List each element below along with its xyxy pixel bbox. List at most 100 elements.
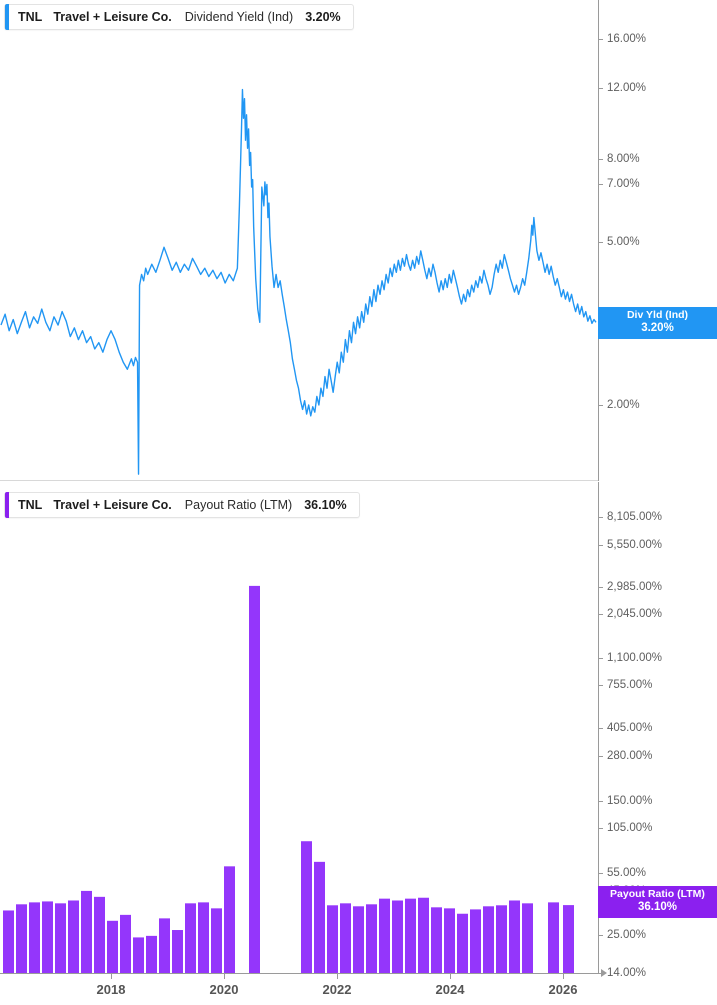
x-axis-label: 2018 [96, 982, 126, 997]
bar [509, 900, 520, 973]
bar [431, 907, 442, 973]
legend-color-swatch [5, 492, 9, 518]
bar [457, 913, 468, 973]
bar [405, 898, 416, 973]
bar [444, 908, 455, 973]
axis-tick-label: 25.00% [607, 929, 647, 941]
bar [146, 935, 157, 973]
bar [198, 902, 209, 973]
axis-tick-label: 16.00% [607, 33, 647, 45]
dividend-yield-panel [0, 0, 717, 481]
axis-tick [598, 828, 603, 829]
axis-tick-label: 12.00% [607, 82, 647, 94]
bar [81, 890, 92, 973]
axis-tick [598, 801, 603, 802]
bar [107, 920, 118, 973]
bar [301, 841, 312, 973]
axis-tick-label: 105.00% [607, 822, 653, 834]
x-axis-label: 2020 [209, 982, 239, 997]
axis-tick-label: 1,100.00% [607, 652, 662, 664]
x-axis-label: 2022 [322, 982, 352, 997]
payout-ratio-panel [0, 481, 717, 1005]
axis-tick [598, 873, 603, 874]
legend-metric: Dividend Yield (Ind) [184, 10, 294, 24]
axis-tick [598, 614, 603, 615]
bar [172, 930, 183, 973]
bar [327, 905, 338, 973]
axis-tick [598, 88, 603, 89]
bar [211, 908, 222, 973]
axis-tick [598, 159, 603, 160]
axis-tick [598, 685, 603, 686]
axis-arrow-icon [601, 969, 607, 977]
bar [55, 903, 66, 973]
axis-tick [598, 728, 603, 729]
legend-value: 3.20% [305, 10, 341, 24]
panel-divider [0, 480, 598, 481]
axis-tick-label: 2,045.00% [607, 608, 662, 620]
badge-label: Div Yld (Ind) [626, 309, 689, 321]
legend-company: Travel + Leisure Co. [53, 10, 172, 24]
legend-metric: Payout Ratio (LTM) [184, 498, 293, 512]
bar [120, 914, 131, 973]
bar [185, 903, 196, 973]
status-badge-dividend-yield: Div Yld (Ind) 3.20% [598, 307, 717, 339]
axis-tick-label: 14.00% [607, 967, 647, 979]
axis-tick [598, 973, 603, 974]
legend-payout-ratio[interactable]: TNL Travel + Leisure Co. Payout Ratio (L… [4, 492, 360, 518]
bar [94, 896, 105, 973]
bar [68, 900, 79, 973]
legend-dividend-yield[interactable]: TNL Travel + Leisure Co. Dividend Yield … [4, 4, 354, 30]
axis-tick-label: 5.00% [607, 236, 640, 248]
bar [133, 937, 144, 973]
bar [522, 903, 533, 973]
axis-tick-label: 405.00% [607, 722, 653, 734]
axis-tick [598, 658, 603, 659]
axis-tick [598, 756, 603, 757]
dividend-yield-line [0, 88, 597, 475]
payout-ratio-bar-chart [3, 585, 574, 973]
bar [42, 901, 53, 973]
dividend-yield-line-chart [0, 88, 597, 475]
bar [563, 905, 574, 973]
x-axis-label: 2026 [548, 982, 578, 997]
axis-tick [598, 39, 603, 40]
axis-tick-label: 2.00% [607, 399, 640, 411]
bar [159, 918, 170, 973]
axis-tick [598, 587, 603, 588]
bar [340, 903, 351, 973]
badge-label: Payout Ratio (LTM) [610, 888, 705, 900]
bar [224, 866, 235, 973]
axis-tick [598, 184, 603, 185]
axis-tick-label: 8,105.00% [607, 511, 662, 523]
legend-ticker: TNL [18, 498, 43, 512]
x-axis-tick [224, 973, 225, 979]
bar [483, 906, 494, 973]
x-axis-tick [450, 973, 451, 979]
bar [314, 861, 325, 973]
top-vertical-axis [598, 0, 599, 481]
badge-value: 36.10% [637, 900, 677, 913]
bar [29, 902, 40, 973]
axis-tick [598, 242, 603, 243]
x-axis-tick [111, 973, 112, 979]
x-axis-tick [337, 973, 338, 979]
axis-tick-label: 55.00% [607, 867, 647, 879]
bar [3, 910, 14, 973]
bar [379, 898, 390, 973]
bar [470, 909, 481, 973]
x-axis-label: 2024 [435, 982, 465, 997]
axis-tick [598, 545, 603, 546]
axis-tick-label: 150.00% [607, 795, 653, 807]
bar [249, 585, 260, 973]
bar [366, 904, 377, 973]
bar [496, 905, 507, 973]
axis-tick-label: 755.00% [607, 679, 653, 691]
bar [548, 902, 559, 973]
bar [392, 900, 403, 973]
axis-tick-label: 7.00% [607, 178, 640, 190]
legend-ticker: TNL [18, 10, 43, 24]
legend-company: Travel + Leisure Co. [53, 498, 172, 512]
axis-tick-label: 280.00% [607, 750, 653, 762]
axis-tick-label: 2,985.00% [607, 581, 662, 593]
